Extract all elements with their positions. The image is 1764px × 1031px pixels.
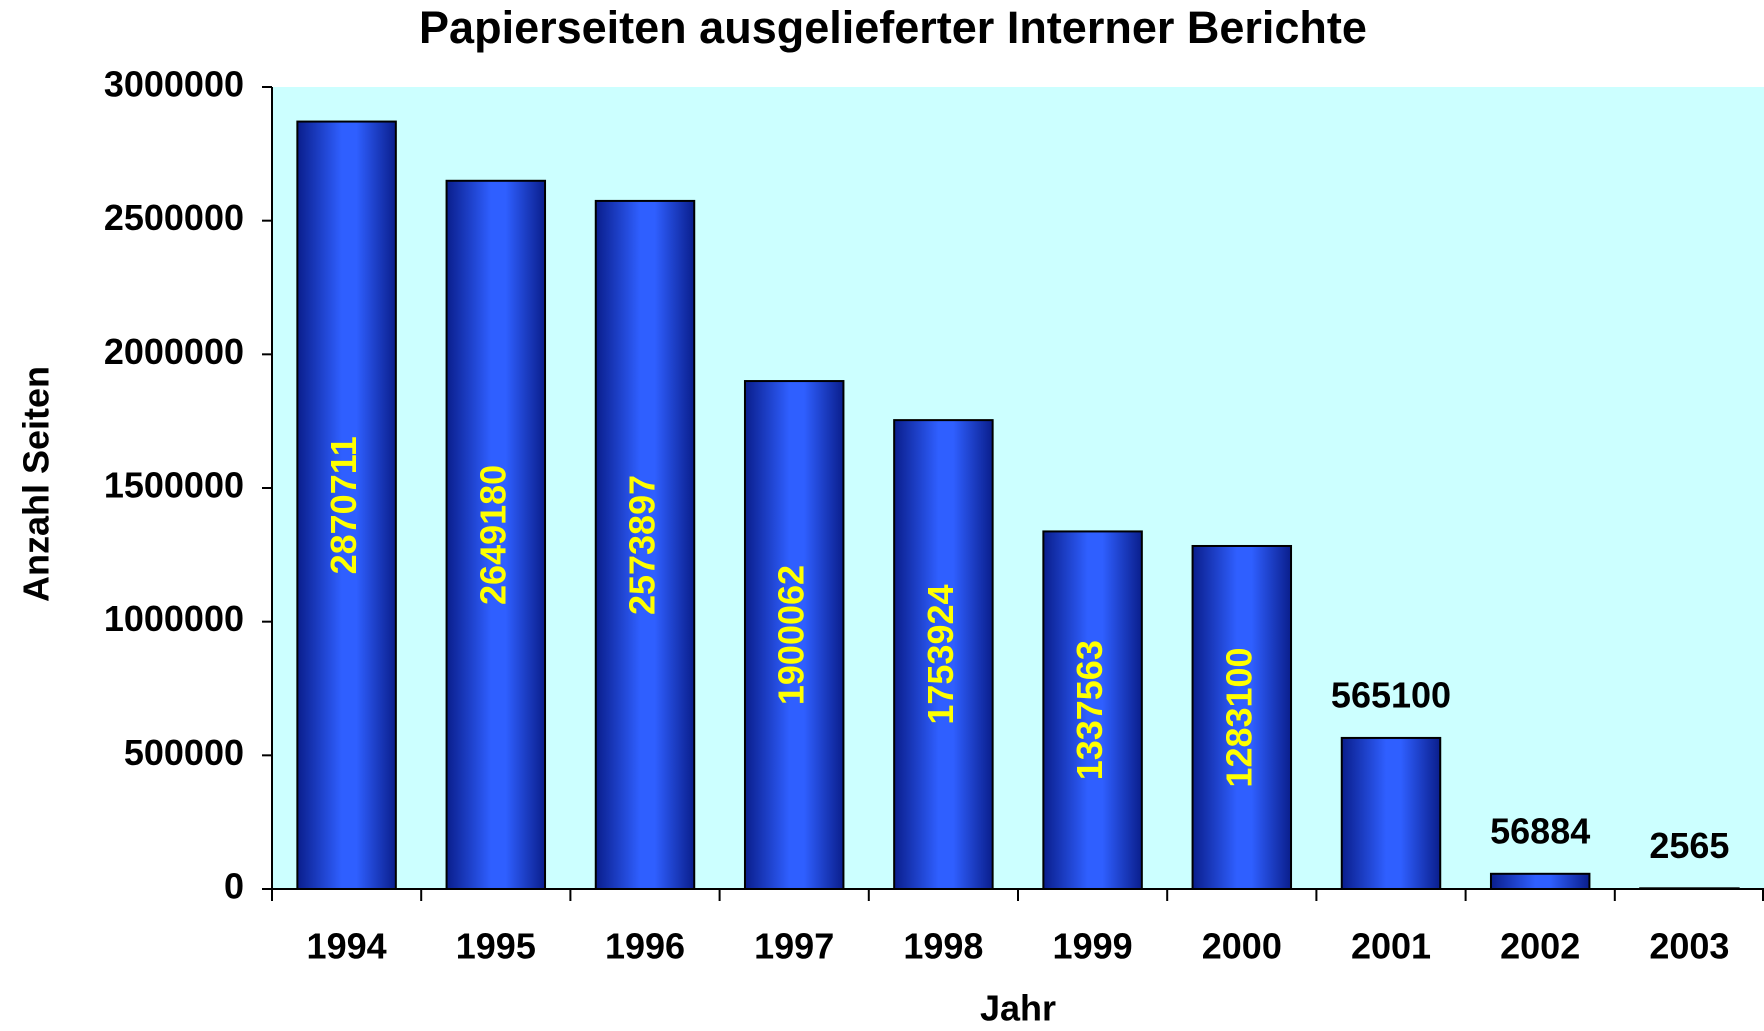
data-label: 2870711 [323, 436, 364, 574]
x-tick-label: 2001 [1351, 926, 1431, 967]
bar [445, 179, 547, 890]
bar [296, 120, 397, 891]
data-label: 56884 [1490, 810, 1590, 851]
data-label: 1337563 [1069, 640, 1110, 780]
bar [893, 419, 994, 890]
x-tick-label: 2002 [1500, 926, 1580, 967]
y-tick-label: 500000 [124, 732, 244, 773]
x-tick-label: 2000 [1202, 926, 1282, 967]
y-tick-label: 2500000 [104, 197, 244, 238]
x-axis-label: Jahr [980, 988, 1056, 1029]
x-tick-label: 1995 [456, 926, 536, 967]
x-tick-label: 1998 [903, 926, 983, 967]
x-tick-label: 2003 [1649, 926, 1729, 967]
y-tick-label: 1500000 [104, 465, 244, 506]
data-label: 1900062 [771, 565, 812, 705]
y-tick-label: 2000000 [104, 331, 244, 372]
data-label: 2649180 [472, 465, 513, 605]
x-tick-label: 1994 [307, 926, 387, 967]
data-label: 2573897 [622, 475, 663, 615]
bar [1639, 887, 1740, 890]
y-tick-label: 1000000 [104, 598, 244, 639]
chart-title: Papierseiten ausgelieferter Interner Ber… [419, 2, 1367, 53]
bar [743, 380, 845, 890]
y-tick-label: 0 [224, 866, 244, 907]
data-label: 1283100 [1218, 647, 1259, 787]
y-axis-label: Anzahl Seiten [16, 366, 57, 602]
bar [1489, 872, 1591, 891]
data-label: 565100 [1331, 674, 1451, 715]
bar [1191, 544, 1293, 891]
y-tick-label: 3000000 [104, 64, 244, 105]
bar [594, 199, 696, 890]
bar [1042, 530, 1143, 890]
data-label: 2565 [1649, 825, 1729, 866]
x-tick-label: 1996 [605, 926, 685, 967]
data-label: 1753924 [920, 584, 961, 724]
bar [1340, 736, 1442, 890]
x-tick-label: 1997 [754, 926, 834, 967]
x-tick-label: 1999 [1053, 926, 1133, 967]
